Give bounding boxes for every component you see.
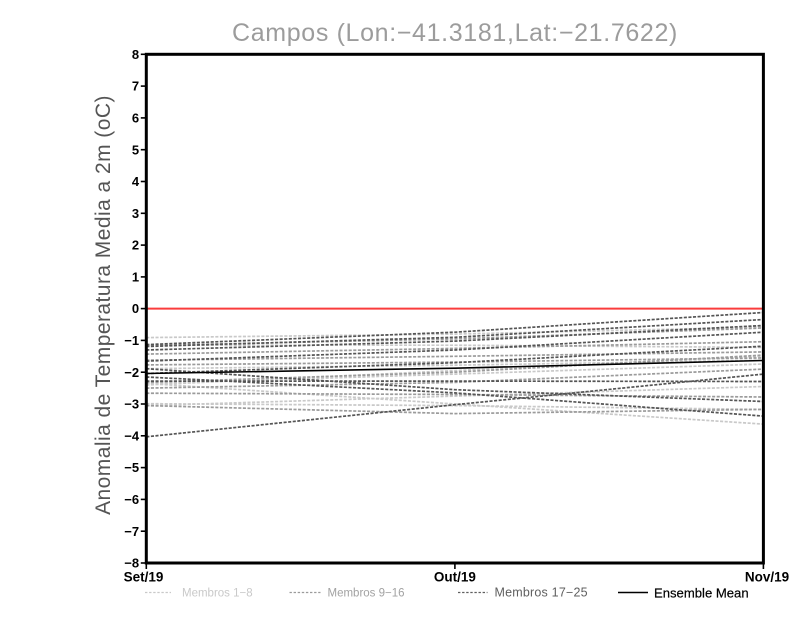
svg-text:4: 4 — [132, 174, 140, 189]
svg-text:−2: −2 — [124, 365, 139, 380]
svg-text:7: 7 — [132, 79, 139, 94]
svg-text:−8: −8 — [124, 556, 139, 571]
svg-text:Membros 9−16: Membros 9−16 — [328, 588, 405, 600]
svg-text:Membros 1−8: Membros 1−8 — [182, 588, 253, 600]
svg-text:−5: −5 — [124, 460, 139, 475]
svg-text:8: 8 — [132, 47, 139, 62]
svg-text:2: 2 — [132, 238, 139, 253]
svg-text:Campos (Lon:−41.3181,Lat:−21.7: Campos (Lon:−41.3181,Lat:−21.7622) — [232, 19, 678, 47]
svg-text:−7: −7 — [124, 524, 139, 539]
svg-text:3: 3 — [132, 206, 139, 221]
svg-text:5: 5 — [132, 142, 139, 157]
svg-text:6: 6 — [132, 111, 139, 126]
svg-text:Ensemble Mean: Ensemble Mean — [654, 586, 749, 601]
svg-text:Out/19: Out/19 — [434, 570, 476, 585]
svg-text:−4: −4 — [124, 428, 140, 443]
svg-text:−3: −3 — [124, 397, 139, 412]
svg-text:Anomalia de Temperatura Media: Anomalia de Temperatura Media a 2m (oC) — [92, 95, 115, 515]
svg-text:Membros 17−25: Membros 17−25 — [495, 586, 588, 600]
svg-text:0: 0 — [132, 301, 139, 316]
svg-text:1: 1 — [132, 270, 139, 285]
svg-text:−6: −6 — [124, 492, 139, 507]
svg-text:Set/19: Set/19 — [124, 570, 164, 585]
svg-text:Nov/19: Nov/19 — [745, 570, 789, 585]
svg-text:−1: −1 — [124, 333, 139, 348]
